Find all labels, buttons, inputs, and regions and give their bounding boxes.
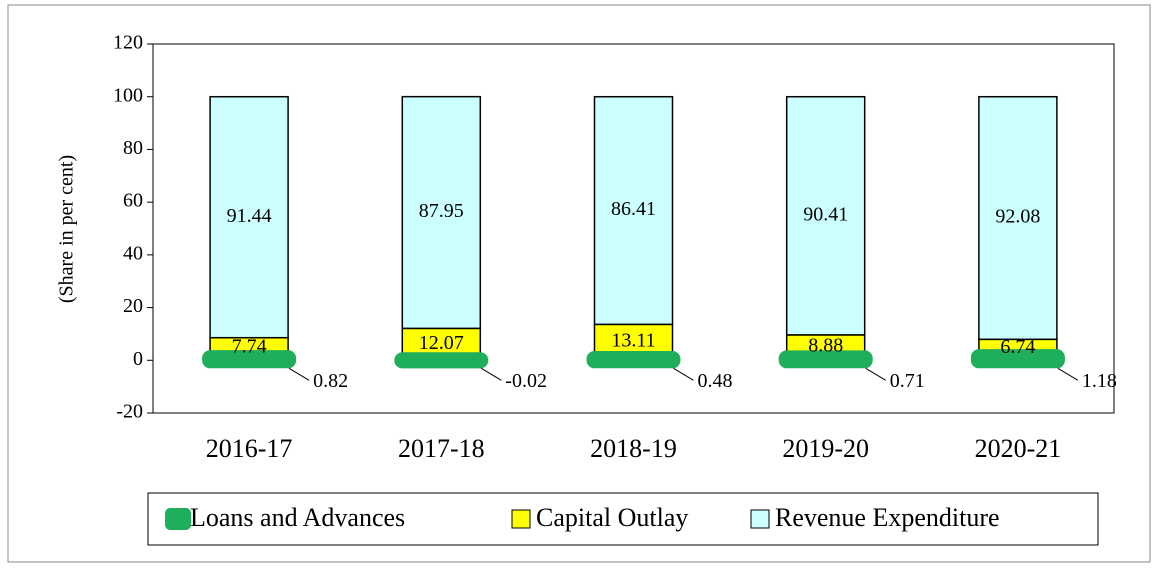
y-tick-label: -20 [116,401,143,423]
y-tick-label: 60 [123,190,143,212]
legend-label: Capital Outlay [536,503,688,532]
data-label: 0.71 [890,370,925,392]
legend-swatch [751,510,769,528]
y-tick-label: 0 [133,348,143,370]
x-tick-label: 2020-21 [975,434,1062,463]
data-label: 7.74 [232,336,267,358]
bar-segment [210,358,288,360]
data-label: -0.02 [505,370,547,392]
legend-swatch [170,513,186,525]
y-tick-label: 20 [123,295,143,317]
x-tick-label: 2016-17 [206,434,293,463]
data-label: 1.18 [1082,370,1117,392]
bar-segment [595,359,673,360]
x-tick-label: 2017-18 [398,434,485,463]
y-tick-label: 120 [113,32,143,54]
legend-label: Revenue Expenditure [775,503,1000,532]
data-label: 86.41 [611,198,656,220]
data-label: 92.08 [995,206,1040,228]
data-label: 13.11 [611,329,655,351]
bar-segment [787,358,865,360]
y-axis-label: (Share in per cent) [56,155,78,303]
data-label: 6.74 [1000,336,1035,358]
y-tick-label: 40 [123,242,143,264]
data-label: 12.07 [419,332,464,354]
data-label: 0.48 [698,370,733,392]
y-tick-label: 100 [113,84,143,106]
y-tick-label: 80 [123,137,143,159]
data-label: 91.44 [227,205,272,227]
legend-label: Loans and Advances [190,503,405,532]
data-label: 0.82 [313,370,348,392]
x-tick-label: 2018-19 [590,434,677,463]
data-label: 8.88 [808,334,843,356]
x-tick-label: 2019-20 [782,434,869,463]
data-label: 90.41 [803,203,848,225]
legend-swatch [512,510,530,528]
data-label: 87.95 [419,200,464,222]
